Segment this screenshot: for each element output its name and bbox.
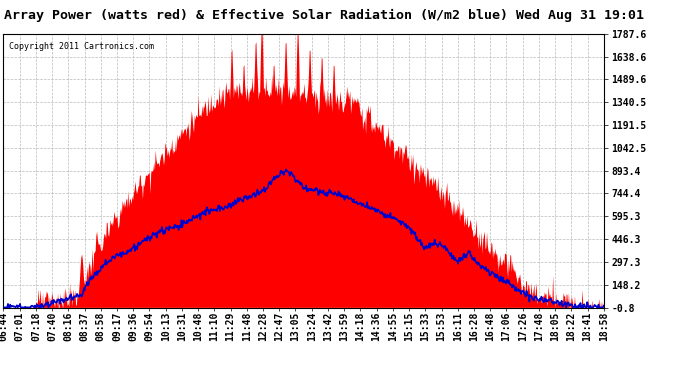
Text: East Array Power (watts red) & Effective Solar Radiation (W/m2 blue) Wed Aug 31 : East Array Power (watts red) & Effective…	[0, 9, 644, 22]
Text: Copyright 2011 Cartronics.com: Copyright 2011 Cartronics.com	[10, 42, 155, 51]
